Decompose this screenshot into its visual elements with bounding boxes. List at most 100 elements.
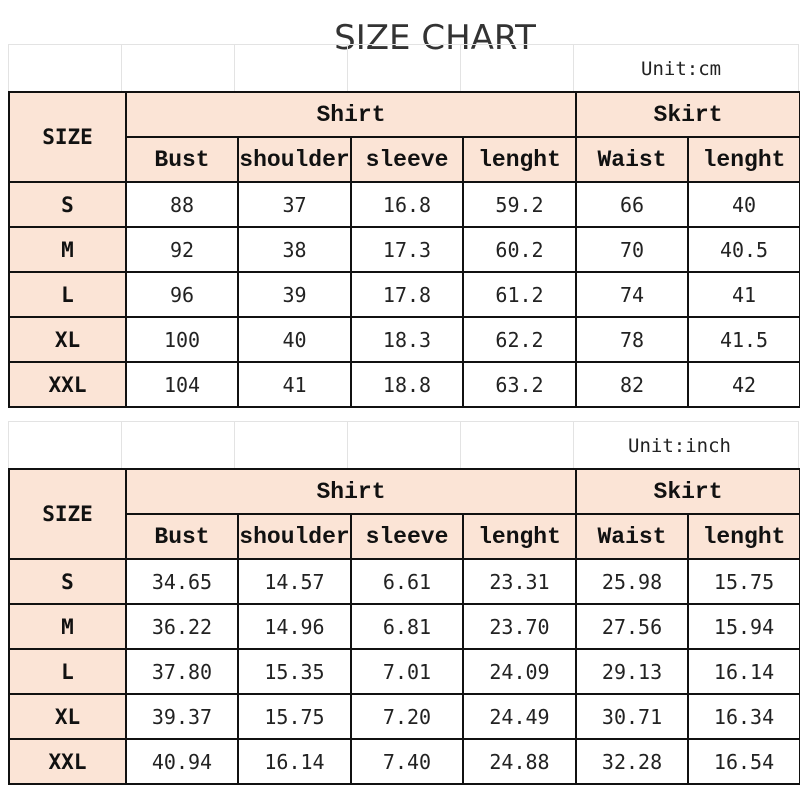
measurement-cell: 17.3: [350, 226, 464, 273]
measurement-cell: 15.75: [237, 693, 352, 740]
size-table-inch: SIZE Shirt Skirt Bust shoulder sleeve lenght Wa…: [8, 468, 800, 785]
measurement-cell: 96: [125, 271, 239, 318]
measurement-cell: 100: [125, 316, 239, 363]
measurement-cell: 62.2: [461, 316, 578, 363]
size-label: XL: [8, 693, 127, 740]
measurement-cell: 66: [575, 181, 690, 228]
measurement-cell: 7.40: [350, 738, 464, 785]
measurement-cell: 40: [687, 181, 800, 228]
column-header: lenght: [687, 136, 800, 183]
measurement-cell: 29.13: [575, 648, 690, 695]
measurement-cell: 16.54: [687, 738, 800, 785]
measurement-cell: 16.14: [687, 648, 800, 695]
measurement-cell: 74: [575, 271, 690, 318]
table-row: M 36.22 14.96 6.81 23.70 27.56 15.94: [8, 603, 800, 650]
measurement-cell: 32.28: [575, 738, 690, 785]
table-row: XL 39.37 15.75 7.20 24.49 30.71 16.34: [8, 693, 800, 740]
header-row: SIZE Shirt Skirt: [8, 91, 800, 183]
measurement-cell: 16.34: [687, 693, 800, 740]
measurement-cell: 6.61: [350, 558, 464, 605]
table-row: XXL 104 41 18.8 63.2 82 42: [8, 361, 800, 408]
size-label: S: [8, 181, 127, 228]
column-header: lenght: [461, 513, 578, 560]
measurement-cell: 38: [237, 226, 352, 273]
measurement-cell: 88: [125, 181, 239, 228]
measurement-cell: 18.8: [350, 361, 464, 408]
size-label: XXL: [8, 361, 127, 408]
column-header: Bust: [125, 513, 239, 560]
unit-label-inch: Unit:inch: [628, 435, 731, 457]
table-row: L 37.80 15.35 7.01 24.09 29.13 16.14: [8, 648, 800, 695]
measurement-cell: 39.37: [125, 693, 239, 740]
unit-label-cm: Unit:cm: [641, 58, 722, 80]
measurement-cell: 15.94: [687, 603, 800, 650]
size-label: L: [8, 648, 127, 695]
size-header: SIZE: [8, 468, 127, 560]
measurement-cell: 16.14: [237, 738, 352, 785]
measurement-cell: 78: [575, 316, 690, 363]
measurement-cell: 7.20: [350, 693, 464, 740]
measurement-cell: 15.35: [237, 648, 352, 695]
table-row: L 96 39 17.8 61.2 74 41: [8, 271, 800, 318]
measurement-cell: 14.57: [237, 558, 352, 605]
table-row: S 88 37 16.8 59.2 66 40: [8, 181, 800, 228]
column-header: shoulder: [237, 513, 352, 560]
measurement-cell: 41: [687, 271, 800, 318]
measurement-cell: 70: [575, 226, 690, 273]
measurement-cell: 6.81: [350, 603, 464, 650]
measurement-cell: 30.71: [575, 693, 690, 740]
column-header: Waist: [575, 136, 690, 183]
size-label: XXL: [8, 738, 127, 785]
measurement-cell: 41: [237, 361, 352, 408]
subheader-row: Bust shoulder sleeve lenght Waist lenght: [9, 513, 800, 560]
measurement-cell: 37.80: [125, 648, 239, 695]
measurement-cell: 60.2: [461, 226, 578, 273]
table-row: XXL 40.94 16.14 7.40 24.88 32.28 16.54: [8, 738, 800, 785]
measurement-cell: 61.2: [461, 271, 578, 318]
measurement-cell: 15.75: [687, 558, 800, 605]
column-header: sleeve: [350, 513, 464, 560]
measurement-cell: 63.2: [461, 361, 578, 408]
size-label: L: [8, 271, 127, 318]
subheader-row: Bust shoulder sleeve lenght Waist lenght: [9, 136, 800, 183]
size-header: SIZE: [8, 91, 127, 183]
measurement-cell: 40.94: [125, 738, 239, 785]
measurement-cell: 104: [125, 361, 239, 408]
measurement-cell: 59.2: [461, 181, 578, 228]
measurement-cell: 42: [687, 361, 800, 408]
column-header: shoulder: [237, 136, 352, 183]
measurement-cell: 24.49: [461, 693, 578, 740]
measurement-cell: 17.8: [350, 271, 464, 318]
measurement-cell: 82: [575, 361, 690, 408]
measurement-cell: 92: [125, 226, 239, 273]
skirt-header: Skirt: [575, 91, 800, 138]
table-row: XL 100 40 18.3 62.2 78 41.5: [8, 316, 800, 363]
size-label: M: [8, 603, 127, 650]
measurement-cell: 23.31: [461, 558, 578, 605]
column-header: Waist: [575, 513, 690, 560]
page-title: SIZE CHART: [334, 18, 536, 58]
size-label: XL: [8, 316, 127, 363]
column-header: sleeve: [350, 136, 464, 183]
size-table-cm: SIZE Shirt Skirt Bust shoulder sleeve lenght Wa…: [8, 91, 800, 408]
size-label: S: [8, 558, 127, 605]
measurement-cell: 7.01: [350, 648, 464, 695]
measurement-cell: 23.70: [461, 603, 578, 650]
column-header: lenght: [687, 513, 800, 560]
measurement-cell: 14.96: [237, 603, 352, 650]
measurement-cell: 39: [237, 271, 352, 318]
table-row: S 34.65 14.57 6.61 23.31 25.98 15.75: [8, 558, 800, 605]
column-header: Bust: [125, 136, 239, 183]
measurement-cell: 36.22: [125, 603, 239, 650]
size-label: M: [8, 226, 127, 273]
measurement-cell: 25.98: [575, 558, 690, 605]
spacer-row: [8, 44, 799, 93]
measurement-cell: 34.65: [125, 558, 239, 605]
measurement-cell: 40: [237, 316, 352, 363]
measurement-cell: 24.88: [461, 738, 578, 785]
column-header: lenght: [461, 136, 578, 183]
measurement-cell: 27.56: [575, 603, 690, 650]
skirt-header: Skirt: [575, 468, 800, 515]
measurement-cell: 41.5: [687, 316, 800, 363]
measurement-cell: 24.09: [461, 648, 578, 695]
